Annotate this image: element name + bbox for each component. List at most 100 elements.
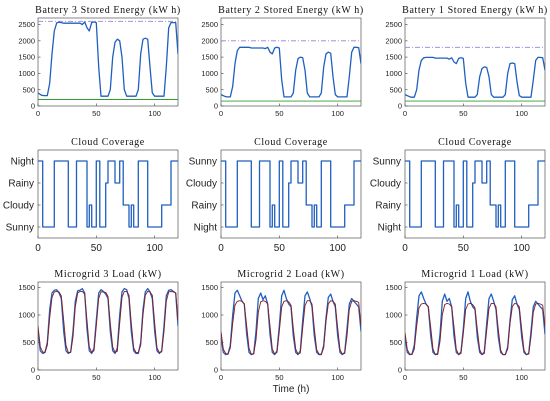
y-tick-label: 2500 xyxy=(18,20,35,29)
x-tick-label: 100 xyxy=(515,109,528,118)
panel-title: Cloud Coverage xyxy=(438,137,512,148)
y-tick-label: Rainy xyxy=(191,201,217,212)
x-tick-label: 50 xyxy=(458,243,470,254)
x-tick-label: 100 xyxy=(331,109,344,118)
x-tick-label: 100 xyxy=(329,243,346,254)
y-tick-label: 2000 xyxy=(201,36,218,45)
x-tick-label: 50 xyxy=(92,109,100,118)
panel-cloud-3: Cloud Coverage 0 50 100 Sunny Cloudy Rainy Nigh… xyxy=(3,137,179,254)
x-tick-label: 50 xyxy=(275,109,283,118)
panel-battery-2: Battery 2 Stored Energy (kW h)0 50 1000500… xyxy=(201,5,364,118)
y-tick-label: 2000 xyxy=(385,36,402,45)
x-tick-label: 50 xyxy=(459,109,467,118)
plot-frame xyxy=(404,17,546,107)
y-tick-label: Sunny xyxy=(6,223,34,234)
y-tick-label: Cloudy xyxy=(186,179,217,190)
y-tick-label: 1500 xyxy=(385,53,402,62)
y-tick-label: Night xyxy=(378,223,402,234)
series-line-0 xyxy=(221,160,361,228)
y-tick-label: 0 xyxy=(214,366,218,375)
x-tick-label: 50 xyxy=(274,243,286,254)
x-tick-label: 0 xyxy=(219,373,223,382)
y-tick-label: 1000 xyxy=(385,311,402,320)
x-tick-label: 100 xyxy=(515,373,528,382)
x-tick-label: 100 xyxy=(148,109,161,118)
y-tick-label: Cloudy xyxy=(3,201,34,212)
panel-battery-3: Battery 3 Stored Energy (kW h) 0 50 100 0 500… xyxy=(18,5,181,118)
series-line-0 xyxy=(221,289,361,356)
y-tick-label: 0 xyxy=(31,366,35,375)
panel-title: Battery 3 Stored Energy (kW h) xyxy=(35,5,181,16)
panel-title: Cloud Coverage xyxy=(71,137,145,148)
y-tick-label: 0 xyxy=(31,102,35,111)
x-axis-label: Time (h) xyxy=(273,384,310,395)
x-tick-label: 50 xyxy=(459,373,467,382)
series-line-0 xyxy=(38,160,178,228)
x-tick-label: 0 xyxy=(403,109,407,118)
y-tick-label: Night xyxy=(194,223,218,234)
panel-title: Microgrid 1 Load (kW) xyxy=(421,269,528,280)
plot-frame xyxy=(37,17,179,107)
series-line-0 xyxy=(405,160,545,228)
series-line-1 xyxy=(38,290,178,353)
y-tick-label: 2500 xyxy=(201,20,218,29)
panel-battery-1: Battery 1 Stored Energy (kW h)0 50 1000500… xyxy=(385,5,548,118)
panel-cloud-2: Cloud Coverage 0 50 100 Night Rainy Cloudy Sunn… xyxy=(186,137,362,254)
y-tick-label: 1000 xyxy=(201,69,218,78)
series-line-1 xyxy=(221,300,361,355)
y-tick-label: 500 xyxy=(22,85,35,94)
plot-frame xyxy=(220,281,362,371)
x-tick-label: 0 xyxy=(36,373,40,382)
y-tick-label: Sunny xyxy=(373,157,401,168)
y-tick-label: Rainy xyxy=(375,201,401,212)
y-tick-label: Sunny xyxy=(189,157,217,168)
x-tick-label: 100 xyxy=(146,243,163,254)
y-tick-label: 1500 xyxy=(385,283,402,292)
y-tick-label: Night xyxy=(11,157,35,168)
x-tick-label: 0 xyxy=(219,109,223,118)
y-tick-label: Rainy xyxy=(8,179,34,190)
y-tick-label: 1000 xyxy=(385,69,402,78)
x-tick-label: 50 xyxy=(91,243,103,254)
x-tick-label: 100 xyxy=(148,373,161,382)
panel-title: Microgrid 3 Load (kW) xyxy=(54,269,161,280)
x-tick-label: 50 xyxy=(92,373,100,382)
y-tick-label: 1500 xyxy=(201,53,218,62)
plot-frame xyxy=(220,149,362,239)
y-tick-label: 2000 xyxy=(18,36,35,45)
series-line-1 xyxy=(405,302,545,356)
panel-title: Battery 1 Stored Energy (kW h) xyxy=(402,5,548,16)
panel-title: Cloud Coverage xyxy=(254,137,328,148)
x-tick-label: 50 xyxy=(275,373,283,382)
y-tick-label: 500 xyxy=(389,85,402,94)
y-tick-label: Cloudy xyxy=(370,179,401,190)
plot-frame xyxy=(37,149,179,239)
x-tick-label: 0 xyxy=(402,243,408,254)
x-tick-label: 100 xyxy=(331,373,344,382)
panel-title: Battery 2 Stored Energy (kW h) xyxy=(218,5,364,16)
x-tick-label: 0 xyxy=(36,109,40,118)
series-line-0 xyxy=(38,21,178,97)
y-tick-label: 500 xyxy=(205,85,218,94)
plot-frame xyxy=(37,281,179,371)
series-line-0 xyxy=(405,291,545,356)
y-tick-label: 1500 xyxy=(18,283,35,292)
x-tick-label: 0 xyxy=(218,243,224,254)
y-tick-label: 1000 xyxy=(201,311,218,320)
x-tick-label: 100 xyxy=(513,243,530,254)
x-tick-label: 0 xyxy=(403,373,407,382)
y-tick-label: 0 xyxy=(398,102,402,111)
y-tick-label: 0 xyxy=(214,102,218,111)
panel-title: Microgrid 2 Load (kW) xyxy=(237,269,344,280)
plot-frame xyxy=(220,17,362,107)
y-tick-label: 1500 xyxy=(201,283,218,292)
panel-load-2: Microgrid 2 Load (kW)0 50 100050010001500T… xyxy=(201,269,362,395)
series-line-0 xyxy=(221,46,361,98)
y-tick-label: 500 xyxy=(205,338,218,347)
plot-frame xyxy=(404,149,546,239)
y-tick-label: 2500 xyxy=(385,20,402,29)
y-tick-label: 0 xyxy=(398,366,402,375)
x-tick-label: 0 xyxy=(35,243,41,254)
